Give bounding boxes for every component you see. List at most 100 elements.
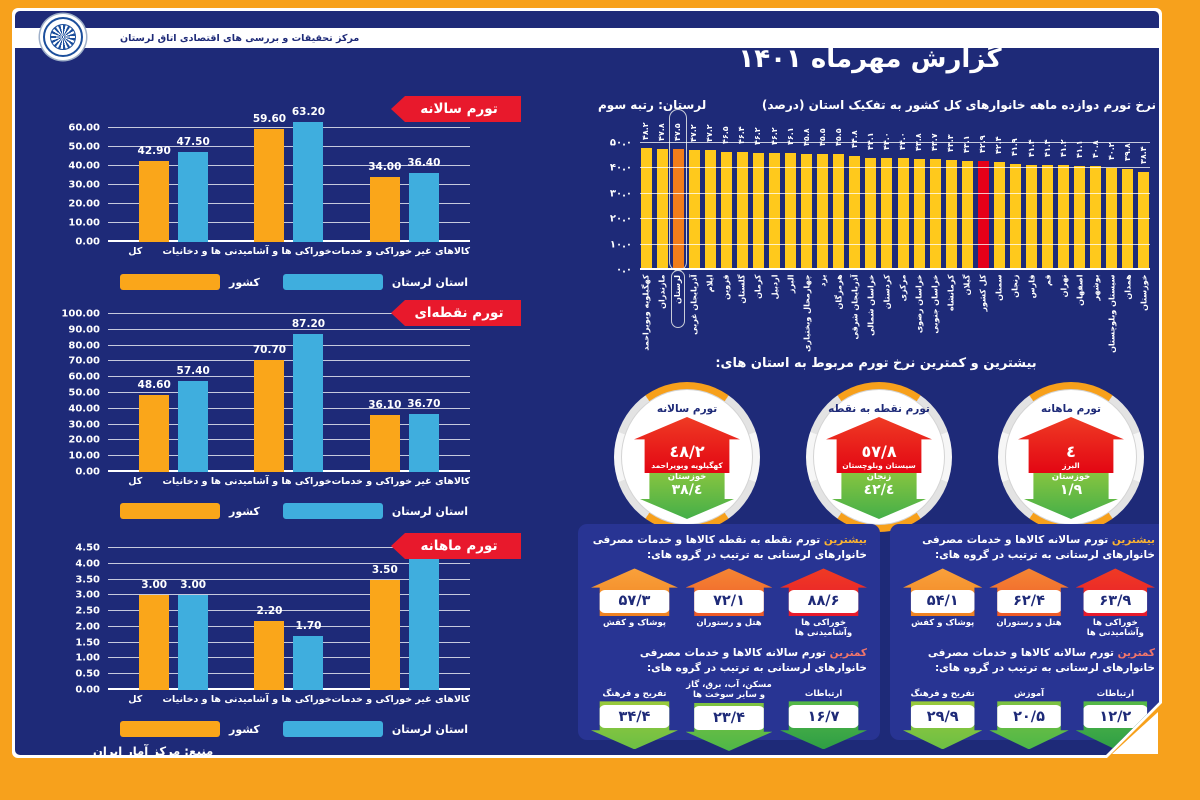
bar-group: 48.60 57.40 — [139, 314, 208, 472]
province-value-label: ۴۷.۲ — [705, 124, 715, 143]
province-name-label: مازندران — [657, 274, 667, 309]
legend-swatch-province — [283, 503, 383, 519]
heading-rest: تورم سالانه کالاها و خدمات مصرفی خانواره… — [927, 646, 1155, 675]
y-axis-tick: 0.00 — [75, 466, 100, 478]
bar-country: 2.20 — [254, 621, 284, 690]
province-column: ۴۷.۲ آذربایجان غربی — [688, 143, 700, 270]
bar-province: ۴۶.۴ — [737, 152, 748, 270]
province-column: ۴۶.۵ قزوین — [720, 143, 732, 270]
y-axis-tick: 20.00 — [68, 434, 100, 446]
y-axis-tick: 40.00 — [68, 403, 100, 415]
annual-plot-area: 0.00 10.00 20.00 30.00 40.00 50.00 60.00 42.90 4… — [108, 128, 470, 242]
lowest-groups-row: ارتباطات ۱۲/۲ آموزش ۲۰/۵ تفریح و فرهنگ ۲۹/۹ — [903, 681, 1155, 749]
monthly-x-labels: کل خوراکی ها و آشامیدنی ها و دخانیات کالاه… — [108, 694, 470, 705]
monthly-plot-area: 0.00 0.50 1.00 1.50 2.00 2.50 3.00 3.50 4.00 4.50… — [108, 548, 470, 690]
bar-value-label: 47.50 — [176, 135, 210, 148]
gridline — [108, 642, 470, 643]
group-label: تفریح و فرهنگ — [910, 688, 975, 699]
y-axis-tick: 10.00 — [68, 217, 100, 229]
province-value-label: ۴۱.۴ — [1026, 139, 1036, 157]
highest-group-item: ۶۲/۴ هتل و رستوران — [989, 568, 1068, 639]
y-axis-tick: 0.00 — [75, 236, 100, 248]
extremes-heading: بیشترین و کمترین نرخ تورم مربوط به استان… — [715, 356, 1037, 371]
province-name-label: مرکزی — [898, 274, 908, 302]
bar-group: 42.90 47.50 — [139, 128, 208, 242]
bar-value-label: 70.70 — [252, 344, 287, 357]
gridline — [108, 165, 470, 166]
bar-province: ۳۸.۴ — [1138, 172, 1149, 270]
group-value: ۶۳/۹ — [1083, 590, 1148, 614]
group-value: ۱۲/۲ — [1083, 705, 1148, 729]
province-column: ۴۸.۲ کهگیلویه وبویراحمد — [640, 143, 652, 270]
highest-groups-heading: بیشترین تورم سالانه کالاها و خدمات مصرفی… — [903, 533, 1155, 563]
province-column: ۴۱.۴ فارس — [1026, 143, 1038, 270]
y-axis-tick: ۲۰.۰ — [609, 213, 632, 225]
group-value: ۸۸/۶ — [788, 590, 859, 614]
province-value-label: ۴۰.۲ — [1106, 142, 1116, 160]
bar-province: ۴۵.۵ — [817, 154, 828, 270]
bar-groups: 42.90 47.50 59.60 63.20 34.00 36.40 — [108, 128, 470, 242]
bar-value-label: 36.70 — [407, 398, 441, 411]
monthly-inflation-chart: تورم ماهانه 0.00 0.50 1.00 1.50 2.00 2.50 3.00… — [62, 533, 567, 748]
group-value: ۳۴/۴ — [599, 705, 670, 729]
legend-label-province: استان لرستان — [391, 275, 469, 289]
bar-province: ۴۳.۱ — [962, 161, 973, 270]
bar-group: 3.50 4.30 — [370, 548, 439, 690]
bar-country: 59.60 — [254, 129, 284, 242]
y-axis-tick: 1.50 — [75, 637, 100, 649]
bar-province: ۴۱.۴ — [1026, 165, 1037, 270]
bar-value-label: 2.20 — [256, 604, 283, 617]
group-value: ۶۲/۴ — [996, 590, 1061, 614]
y-axis-tick: 80.00 — [68, 340, 100, 352]
province-value-label: ۴۴.۸ — [849, 130, 859, 149]
province-chart-title: نرخ تورم دوازده ماهه خانوارهای کل کشور ب… — [761, 98, 1156, 112]
province-column: ۴۳.۳ کرمانشاه — [945, 143, 957, 270]
province-name-label: یزد — [818, 274, 828, 287]
highest-province: کهگیلویه وبویراحمد — [651, 461, 723, 470]
org-name: مرکز تحقیقات و بررسی های اقتصادی اتاق لر… — [120, 32, 360, 44]
province-value-label: ۴۴.۰ — [898, 132, 907, 151]
province-column: ۴۳.۸ خراسان رضوی — [913, 143, 925, 270]
province-value-label: ۴۶.۴ — [737, 126, 747, 145]
header-banner: مرکز تحقیقات و بررسی های اقتصادی اتاق لر… — [15, 28, 1159, 48]
province-name-label: خراسان شمالی — [866, 274, 876, 336]
bar-province: ۴۳.۸ — [914, 159, 925, 270]
lowest-groups-heading: کمترین تورم سالانه کالاها و خدمات مصرفی … — [591, 646, 867, 676]
bar-group: 36.10 36.70 — [370, 314, 439, 472]
gridline — [108, 127, 470, 128]
province-value-label: ۴۰.۸ — [1090, 140, 1100, 159]
gridline — [108, 392, 470, 393]
province-name-label: سمنان — [994, 274, 1004, 301]
province-name-label: کرمان — [753, 274, 763, 299]
highest-group-item: ۷۲/۱ هتل و رستوران — [686, 568, 773, 639]
bar-province: ۴۴.۰ — [898, 158, 909, 270]
province-column: ۳۹.۸ همدان — [1122, 143, 1134, 270]
province-name-label: آذربایجان غربی — [689, 274, 699, 335]
y-axis-tick: 50.00 — [68, 141, 100, 153]
bar-value-label: 3.00 — [180, 579, 207, 592]
bar-lorestan: ۴۷.۵ — [673, 149, 684, 270]
logo-ring — [43, 17, 83, 57]
bar-province: 36.40 — [409, 173, 439, 242]
y-axis-tick: 50.00 — [68, 387, 100, 399]
province-name-label: بوشهر — [1091, 274, 1101, 301]
group-value: ۱۶/۷ — [788, 705, 859, 729]
legend-swatch-country — [120, 503, 220, 519]
page-title: گزارش مهرماه ۱۴۰۱ — [738, 44, 1002, 74]
heading-rest: تورم نقطه به نقطه کالاها و خدمات مصرفی خ… — [592, 534, 867, 562]
lorestan-rank-note: لرستان: رتبه سوم — [598, 98, 707, 112]
up-arrow-icon: ۵۷/۳ — [591, 568, 678, 616]
province-column: ۴۶.۲ کرمان — [752, 143, 764, 270]
legend-label-country: کشور — [229, 722, 260, 736]
extreme-card-face: تورم سالانه ٤٨/٢ کهگیلویه وبویراحمد خوزس… — [621, 389, 753, 525]
province-value-label: ۴۱.۲ — [1058, 139, 1068, 158]
highest-groups-heading: بیشترین تورم نقطه به نقطه کالاها و خدمات… — [591, 533, 867, 563]
point-legend: کشور استان لرستان — [120, 503, 482, 519]
group-value: ۲۳/۴ — [693, 706, 764, 730]
bar-value-label: 36.10 — [368, 398, 402, 411]
gridline — [108, 579, 470, 580]
bar-province: ۴۶.۱ — [785, 153, 796, 270]
bar-value-label: 1.70 — [295, 620, 322, 633]
gridline — [108, 360, 470, 361]
y-axis-tick: 40.00 — [68, 160, 100, 172]
